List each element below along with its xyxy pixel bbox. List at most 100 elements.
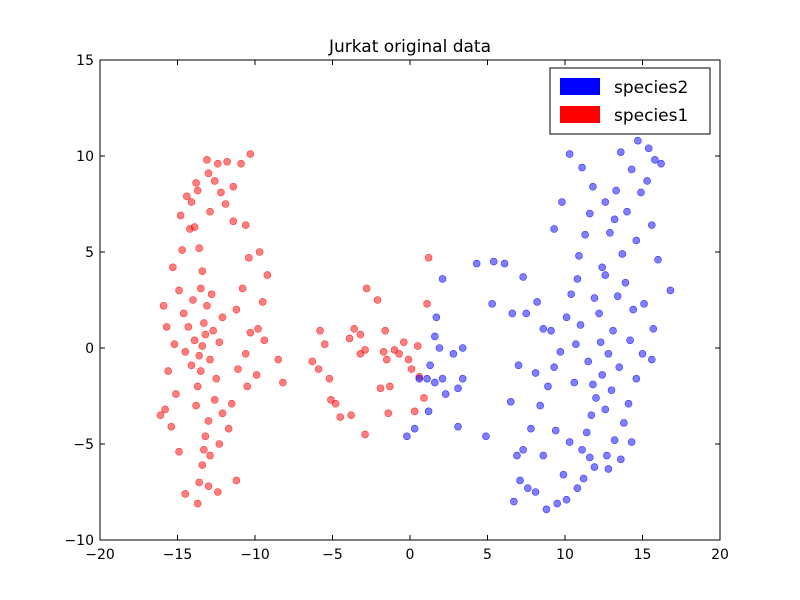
data-point-species2-56 xyxy=(581,230,589,239)
data-point-species2-83 xyxy=(423,374,431,383)
data-point-species1-119 xyxy=(407,365,416,373)
legend-label-species1: species1 xyxy=(614,106,688,126)
data-point-species1-53 xyxy=(218,409,227,418)
data-point-species1-8 xyxy=(209,326,217,335)
data-point-species2-36 xyxy=(573,484,582,492)
data-point-species1-65 xyxy=(167,422,176,431)
data-point-species2-62 xyxy=(550,225,558,233)
data-point-species1-116 xyxy=(361,430,369,439)
data-point-species1-16 xyxy=(181,348,190,356)
data-point-species2-96 xyxy=(596,338,605,347)
legend: species2 species1 xyxy=(549,67,711,135)
data-point-species2-114 xyxy=(559,470,568,479)
data-point-species1-61 xyxy=(193,499,202,508)
data-point-species1-28 xyxy=(206,207,214,216)
y-tick-label: −10 xyxy=(64,533,94,549)
data-point-species2-52 xyxy=(562,313,571,322)
data-point-species1-52 xyxy=(227,399,236,408)
data-point-species1-40 xyxy=(255,248,264,256)
data-point-species2-119 xyxy=(615,363,624,372)
x-tick-label: −15 xyxy=(163,547,193,563)
data-point-species2-45 xyxy=(519,445,527,454)
y-tick-label: 5 xyxy=(85,245,94,261)
data-point-species1-18 xyxy=(198,267,207,276)
data-point-species2-90 xyxy=(403,432,411,441)
y-tick-label: 10 xyxy=(76,149,94,165)
data-point-species1-77 xyxy=(176,211,185,220)
data-point-species2-110 xyxy=(604,465,613,473)
data-point-species2-61 xyxy=(558,198,566,206)
data-point-species1-109 xyxy=(399,338,408,347)
data-point-species2-23 xyxy=(654,255,662,264)
data-point-species1-70 xyxy=(170,340,179,348)
data-point-species2-20 xyxy=(657,159,665,168)
data-point-species1-118 xyxy=(410,407,419,416)
plot-frame xyxy=(99,59,721,541)
data-point-species1-58 xyxy=(204,482,213,491)
data-point-species2-8 xyxy=(613,292,622,300)
data-point-species1-97 xyxy=(350,324,359,333)
data-point-species2-108 xyxy=(637,188,645,197)
data-point-species2-14 xyxy=(627,165,636,174)
data-point-species1-20 xyxy=(189,296,197,304)
data-point-species1-92 xyxy=(327,396,335,404)
data-point-species1-35 xyxy=(203,156,211,164)
chart-title: Jurkat original data xyxy=(328,37,491,57)
data-point-species2-73 xyxy=(432,313,441,322)
data-point-species1-45 xyxy=(254,324,262,333)
data-point-species2-29 xyxy=(632,374,641,383)
data-point-species2-58 xyxy=(589,182,597,191)
data-point-species2-87 xyxy=(482,432,490,441)
data-point-species2-30 xyxy=(624,399,633,408)
data-point-species2-97 xyxy=(576,321,585,329)
data-point-species2-79 xyxy=(458,344,467,352)
data-point-species1-84 xyxy=(279,378,287,387)
data-point-species2-43 xyxy=(510,497,518,506)
data-point-species1-93 xyxy=(336,413,345,421)
data-point-species2-100 xyxy=(589,380,597,389)
data-point-species1-80 xyxy=(183,192,191,201)
data-point-species1-29 xyxy=(193,186,202,195)
data-point-species1-90 xyxy=(325,374,334,383)
data-point-species2-28 xyxy=(647,355,656,364)
y-tick-label: −5 xyxy=(73,437,94,453)
data-point-species2-77 xyxy=(438,374,447,383)
data-point-species1-21 xyxy=(210,396,219,404)
data-point-species1-114 xyxy=(423,300,431,308)
data-point-species1-59 xyxy=(195,478,203,487)
data-point-species2-118 xyxy=(572,340,580,348)
data-point-species2-70 xyxy=(522,309,531,318)
data-point-species2-116 xyxy=(627,438,636,446)
data-point-species1-66 xyxy=(161,405,169,414)
y-tick-label: 0 xyxy=(85,341,94,357)
data-point-species2-34 xyxy=(590,463,599,471)
data-point-species2-68 xyxy=(488,300,496,308)
data-point-species1-24 xyxy=(179,309,188,318)
data-point-species2-31 xyxy=(620,419,628,427)
data-point-species2-81 xyxy=(454,384,462,393)
data-point-species2-32 xyxy=(610,436,619,444)
data-point-species1-2 xyxy=(201,330,210,339)
data-point-species1-85 xyxy=(274,355,283,364)
data-point-species1-110 xyxy=(404,355,413,364)
x-tick-label: 15 xyxy=(634,547,652,563)
data-point-species1-103 xyxy=(382,355,391,364)
data-point-species2-78 xyxy=(449,349,458,358)
data-point-species2-117 xyxy=(590,294,599,302)
data-point-species1-89 xyxy=(314,365,323,373)
data-point-species2-86 xyxy=(454,422,462,431)
data-point-species1-60 xyxy=(181,490,190,498)
data-point-species1-46 xyxy=(246,328,255,337)
data-point-species2-49 xyxy=(550,363,558,372)
data-point-species2-2 xyxy=(587,411,596,420)
data-point-species2-50 xyxy=(556,348,565,356)
data-point-species1-34 xyxy=(237,159,245,168)
data-point-species1-41 xyxy=(263,271,272,279)
data-point-species2-54 xyxy=(573,275,582,283)
data-point-species1-83 xyxy=(229,182,238,191)
data-point-species1-57 xyxy=(198,461,207,469)
data-point-species2-85 xyxy=(441,390,450,398)
data-point-species1-113 xyxy=(420,394,428,402)
x-tick-label: −20 xyxy=(85,547,115,563)
data-point-species1-17 xyxy=(215,338,224,347)
